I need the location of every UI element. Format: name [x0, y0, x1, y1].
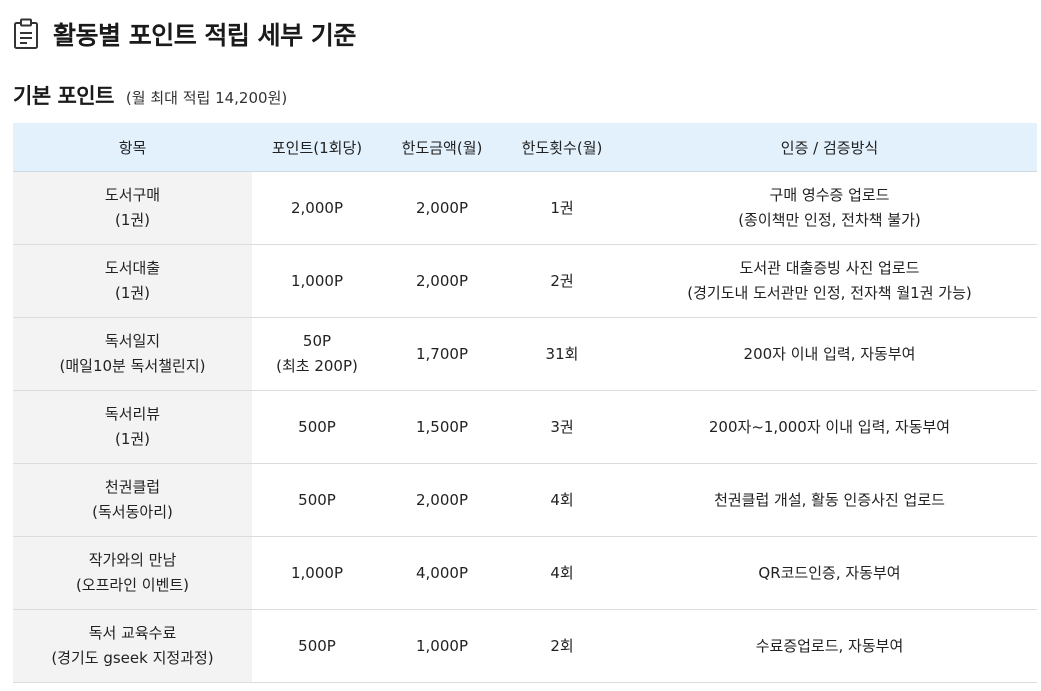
table-row: 작가와의 만남 (오프라인 이벤트) 1,000P 4,000P 4회 QR코드… [13, 536, 1037, 610]
points-value: 500P [298, 636, 336, 655]
limit-amount-cell: 4,000P [382, 536, 502, 610]
verification-cell: 수료증업로드, 자동부여 [622, 609, 1037, 683]
points-cell: 1,000P [252, 244, 382, 318]
verification-text: QR코드인증, 자동부여 [758, 563, 901, 582]
item-name: 독서일지 [104, 332, 161, 350]
verification-cell: 도서관 대출증빙 사진 업로드 (경기도내 도서관만 인정, 전자책 월1권 가… [622, 244, 1037, 318]
verification-text: 천권클럽 개설, 활동 인증사진 업로드 [714, 490, 945, 509]
limit-amount-cell: 1,500P [382, 390, 502, 464]
item-name: 독서리뷰 [104, 405, 161, 423]
item-detail: (1권) [114, 284, 151, 302]
verification-cell: 200자~1,000자 이내 입력, 자동부여 [622, 390, 1037, 464]
limit-count-cell: 3권 [502, 390, 622, 464]
item-detail: (오프라인 이벤트) [75, 576, 190, 594]
points-value: 2,000P [291, 198, 343, 217]
points-cell: 50P (최초 200P) [252, 317, 382, 391]
table-row: 도서구매 (1권) 2,000P 2,000P 1권 구매 영수증 업로드 (종… [13, 171, 1037, 245]
page-title: 활동별 포인트 적립 세부 기준 [53, 21, 356, 50]
limit-amount-cell: 1,000P [382, 609, 502, 683]
limit-count-cell: 31회 [502, 317, 622, 391]
limit-amount-cell: 2,000P [382, 244, 502, 318]
section-header: 기본 포인트 (월 최대 적립 14,200원) [13, 80, 287, 110]
page-header: 활동별 포인트 적립 세부 기준 [13, 16, 356, 52]
points-cell: 2,000P [252, 171, 382, 245]
item-cell: 독서리뷰 (1권) [13, 390, 252, 464]
header-limit-amount: 한도금액(월) [382, 123, 502, 172]
item-cell: 도서대출 (1권) [13, 244, 252, 318]
item-cell: 천권클럽 (독서동아리) [13, 463, 252, 537]
verification-cell: 200자 이내 입력, 자동부여 [622, 317, 1037, 391]
verification-note: (경기도내 도서관만 인정, 전자책 월1권 가능) [687, 284, 972, 302]
points-cell: 500P [252, 390, 382, 464]
table-row: 천권클럽 (독서동아리) 500P 2,000P 4회 천권클럽 개설, 활동 … [13, 463, 1037, 537]
verification-cell: 구매 영수증 업로드 (종이책만 인정, 전차책 불가) [622, 171, 1037, 245]
verification-cell: QR코드인증, 자동부여 [622, 536, 1037, 610]
points-table-wrapper: 항목 포인트(1회당) 한도금액(월) 한도횟수(월) 인증 / 검증방식 도서… [13, 123, 1037, 683]
points-value: 50P [302, 332, 332, 350]
verification-text: 200자 이내 입력, 자동부여 [743, 344, 916, 363]
item-cell: 작가와의 만남 (오프라인 이벤트) [13, 536, 252, 610]
item-name: 도서대출 [104, 259, 161, 277]
clipboard-icon [13, 18, 41, 50]
item-cell: 독서일지 (매일10분 독서챌린지) [13, 317, 252, 391]
item-detail: (매일10분 독서챌린지) [59, 357, 206, 375]
verification-note: (종이책만 인정, 전차책 불가) [738, 211, 921, 229]
verification-text: 구매 영수증 업로드 [769, 186, 890, 204]
points-cell: 500P [252, 609, 382, 683]
table-row: 독서일지 (매일10분 독서챌린지) 50P (최초 200P) 1,700P … [13, 317, 1037, 391]
item-detail: (1권) [114, 211, 151, 229]
points-value: 1,000P [291, 563, 343, 582]
points-table: 항목 포인트(1회당) 한도금액(월) 한도횟수(월) 인증 / 검증방식 도서… [13, 123, 1037, 683]
points-note: (최초 200P) [276, 357, 358, 375]
table-row: 도서대출 (1권) 1,000P 2,000P 2권 도서관 대출증빙 사진 업… [13, 244, 1037, 318]
item-name: 작가와의 만남 [88, 551, 177, 569]
limit-count-cell: 1권 [502, 171, 622, 245]
points-value: 1,000P [291, 271, 343, 290]
item-detail: (경기도 gseek 지정과정) [51, 649, 214, 667]
points-cell: 1,000P [252, 536, 382, 610]
item-name: 천권클럽 [104, 478, 161, 496]
item-name: 도서구매 [104, 186, 161, 204]
table-row: 독서리뷰 (1권) 500P 1,500P 3권 200자~1,000자 이내 … [13, 390, 1037, 464]
verification-cell: 천권클럽 개설, 활동 인증사진 업로드 [622, 463, 1037, 537]
table-body: 도서구매 (1권) 2,000P 2,000P 1권 구매 영수증 업로드 (종… [13, 171, 1037, 683]
limit-amount-cell: 2,000P [382, 463, 502, 537]
limit-count-cell: 2권 [502, 244, 622, 318]
table-header: 항목 포인트(1회당) 한도금액(월) 한도횟수(월) 인증 / 검증방식 [13, 123, 1037, 172]
points-value: 500P [298, 490, 336, 509]
item-cell: 도서구매 (1권) [13, 171, 252, 245]
points-value: 500P [298, 417, 336, 436]
header-row: 항목 포인트(1회당) 한도금액(월) 한도횟수(월) 인증 / 검증방식 [13, 123, 1037, 172]
section-title: 기본 포인트 [13, 84, 114, 108]
limit-count-cell: 2회 [502, 609, 622, 683]
header-points: 포인트(1회당) [252, 123, 382, 172]
limit-amount-cell: 1,700P [382, 317, 502, 391]
section-note: (월 최대 적립 14,200원) [125, 89, 288, 107]
limit-count-cell: 4회 [502, 463, 622, 537]
table-row: 독서 교육수료 (경기도 gseek 지정과정) 500P 1,000P 2회 … [13, 609, 1037, 683]
item-name: 독서 교육수료 [88, 624, 177, 642]
item-detail: (독서동아리) [92, 503, 173, 521]
header-limit-count: 한도횟수(월) [502, 123, 622, 172]
header-verification: 인증 / 검증방식 [622, 123, 1037, 172]
verification-text: 200자~1,000자 이내 입력, 자동부여 [708, 417, 951, 436]
item-cell: 독서 교육수료 (경기도 gseek 지정과정) [13, 609, 252, 683]
limit-amount-cell: 2,000P [382, 171, 502, 245]
limit-count-cell: 4회 [502, 536, 622, 610]
points-cell: 500P [252, 463, 382, 537]
header-item: 항목 [13, 123, 252, 172]
verification-text: 수료증업로드, 자동부여 [755, 636, 904, 655]
verification-text: 도서관 대출증빙 사진 업로드 [739, 259, 920, 277]
item-detail: (1권) [114, 430, 151, 448]
